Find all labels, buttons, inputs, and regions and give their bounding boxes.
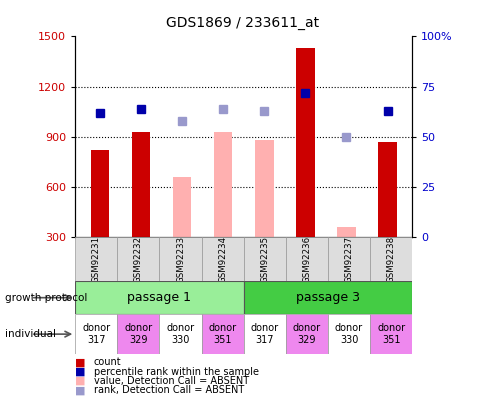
Text: GSM92237: GSM92237 — [344, 236, 353, 283]
Bar — [243, 237, 285, 281]
Bar — [369, 237, 411, 281]
Bar — [243, 281, 411, 314]
Bar — [296, 48, 314, 237]
Text: passage 1: passage 1 — [127, 291, 191, 304]
Text: donor
329: donor 329 — [124, 323, 152, 345]
Text: ■: ■ — [75, 386, 86, 395]
Text: GDS1869 / 233611_at: GDS1869 / 233611_at — [166, 16, 318, 30]
Text: value, Detection Call = ABSENT: value, Detection Call = ABSENT — [93, 376, 248, 386]
Bar — [159, 314, 201, 354]
Text: GSM92232: GSM92232 — [134, 236, 143, 283]
Text: donor
317: donor 317 — [82, 323, 110, 345]
Text: ■: ■ — [75, 358, 86, 367]
Text: count: count — [93, 358, 121, 367]
Text: ■: ■ — [75, 376, 86, 386]
Text: GSM92231: GSM92231 — [91, 236, 101, 283]
Text: rank, Detection Call = ABSENT: rank, Detection Call = ABSENT — [93, 386, 243, 395]
Bar — [117, 314, 159, 354]
Bar — [213, 132, 232, 237]
Text: donor
329: donor 329 — [292, 323, 320, 345]
Text: GSM92233: GSM92233 — [176, 236, 184, 283]
Text: donor
351: donor 351 — [377, 323, 405, 345]
Text: GSM92238: GSM92238 — [386, 236, 395, 283]
Text: ■: ■ — [75, 367, 86, 377]
Bar — [132, 132, 150, 237]
Bar — [285, 237, 327, 281]
Bar — [117, 237, 159, 281]
Bar — [91, 150, 109, 237]
Bar — [336, 227, 355, 237]
Text: donor
330: donor 330 — [334, 323, 363, 345]
Text: GSM92235: GSM92235 — [260, 236, 269, 283]
Bar — [75, 314, 117, 354]
Text: growth protocol: growth protocol — [5, 293, 87, 303]
Bar — [327, 314, 369, 354]
Bar — [369, 314, 411, 354]
Bar — [75, 281, 243, 314]
Bar — [159, 237, 201, 281]
Text: individual: individual — [5, 329, 56, 339]
Text: donor
317: donor 317 — [250, 323, 278, 345]
Bar — [243, 314, 285, 354]
Bar — [285, 314, 327, 354]
Bar — [172, 177, 191, 237]
Text: donor
351: donor 351 — [208, 323, 236, 345]
Bar — [255, 140, 273, 237]
Text: donor
330: donor 330 — [166, 323, 194, 345]
Bar — [75, 237, 117, 281]
Bar — [201, 237, 243, 281]
Text: GSM92234: GSM92234 — [218, 236, 227, 283]
Bar — [378, 142, 396, 237]
Bar — [201, 314, 243, 354]
Text: GSM92236: GSM92236 — [302, 236, 311, 283]
Bar — [327, 237, 369, 281]
Text: passage 3: passage 3 — [295, 291, 359, 304]
Text: percentile rank within the sample: percentile rank within the sample — [93, 367, 258, 377]
